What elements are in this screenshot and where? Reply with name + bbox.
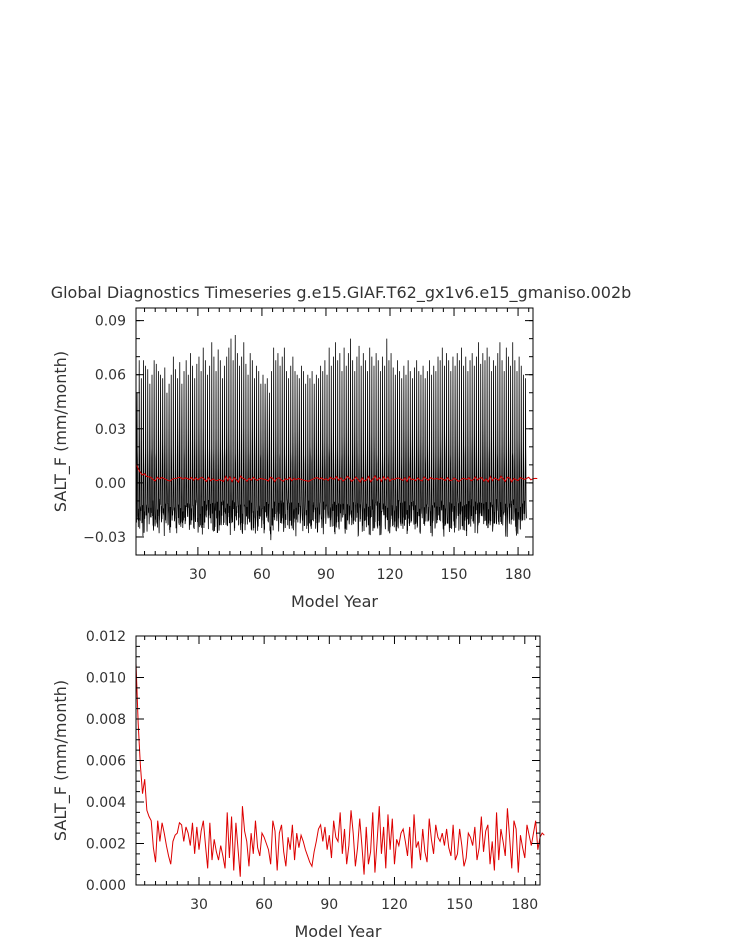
monthly-series-line [135,335,527,541]
x-tick-label: 150 [441,567,468,583]
top-x-axis-label: Model Year [291,592,378,611]
x-tick-label: 180 [505,567,532,583]
top-y-axis-label: SALT_F (mm/month) [51,351,71,512]
figure-title: Global Diagnostics Timeseries g.e15.GIAF… [51,283,632,303]
y-tick-label: 0.012 [86,629,126,645]
x-tick-label: 150 [446,897,473,913]
x-tick-label: 60 [253,567,271,583]
bottom-x-axis-label: Model Year [295,922,382,941]
annual-mean-series-path-top [135,463,538,484]
y-tick-label: 0.000 [86,878,126,894]
bottom-panel: 30 60 90 120 150 180 0.000 0.002 0.004 0.006 0.008… [51,629,545,941]
y-tick-label: 0.06 [95,368,126,384]
bottom-y-axis-label: SALT_F (mm/month) [51,680,71,841]
y-tick-label: 0.002 [86,837,126,853]
annual-mean-line-bottom [135,662,545,877]
x-tick-label: 120 [377,567,404,583]
x-tick-label: 120 [381,897,408,913]
y-tick-label: −0.03 [83,530,126,546]
x-tick-label: 90 [320,897,338,913]
bottom-ticks: 30 60 90 120 150 180 0.000 0.002 0.004 0.006 0.008… [86,629,540,913]
y-tick-label: 0.008 [86,712,126,728]
y-tick-label: 0.09 [95,314,126,330]
top-panel: 30 60 90 120 150 180 −0.03 0.00 0.03 0.06 0.09 Mod… [51,307,538,611]
annual-mean-series-path [135,662,545,877]
monthly-series-path [135,335,527,541]
y-tick-label: 0.010 [86,671,126,687]
x-tick-label: 30 [189,567,207,583]
y-tick-label: 0.004 [86,795,126,811]
y-tick-label: 0.006 [86,754,126,770]
y-tick-label: 0.00 [95,476,126,492]
x-tick-label: 30 [190,897,208,913]
top-plot-frame [135,307,534,556]
x-tick-label: 180 [511,897,538,913]
x-tick-label: 90 [317,567,335,583]
top-ticks: 30 60 90 120 150 180 −0.03 0.00 0.03 0.06 0.09 [83,308,533,583]
x-tick-label: 60 [255,897,273,913]
y-tick-label: 0.03 [95,422,126,438]
annual-mean-line-top [135,463,538,484]
